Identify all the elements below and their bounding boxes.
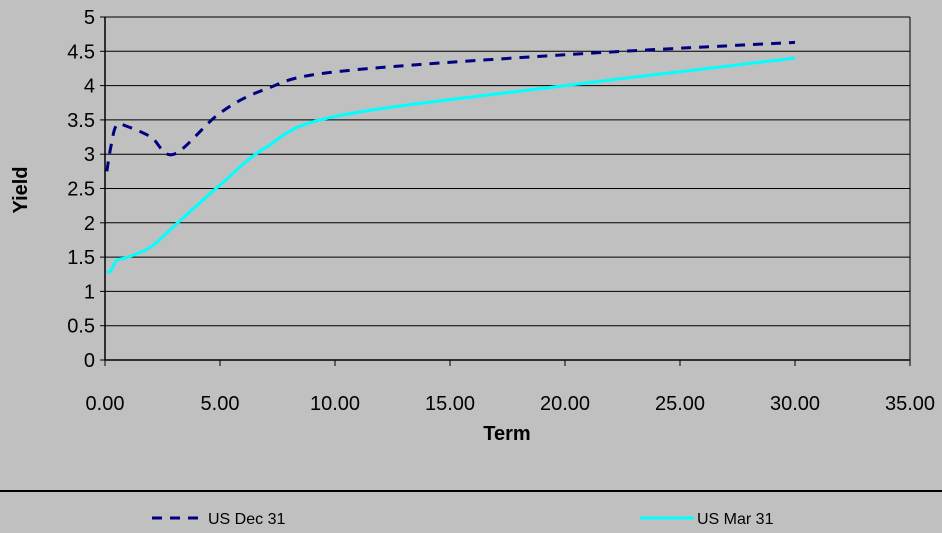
x-axis-title: Term — [483, 423, 530, 445]
x-tick-label: 5.00 — [201, 393, 240, 415]
x-tick-label: 35.00 — [885, 393, 935, 415]
y-tick-label: 4.5 — [67, 41, 95, 63]
legend: US Dec 31 US Mar 31 — [152, 511, 774, 528]
series-line-us-mar-31 — [106, 56, 796, 274]
x-tick-label: 15.00 — [425, 393, 475, 415]
series-lines — [105, 40, 796, 274]
y-tick-label: 4 — [84, 76, 95, 98]
y-tick-label: 3.5 — [67, 110, 95, 132]
x-tick-label: 0.00 — [86, 393, 125, 415]
axes — [104, 17, 911, 361]
y-tick-label: 0 — [84, 350, 95, 372]
y-tick-label: 3 — [84, 144, 95, 166]
x-tick-label: 25.00 — [655, 393, 705, 415]
y-tick-label: 1.5 — [67, 247, 95, 269]
y-tick-labels: 0 0.5 1 1.5 2 2.5 3 3.5 4 4.5 5 — [67, 7, 95, 372]
y-axis-title: Yield — [10, 166, 32, 213]
y-tick-label: 2.5 — [67, 179, 95, 201]
y-tick-label: 5 — [84, 7, 95, 29]
series-line-us-dec-31 — [105, 40, 796, 172]
legend-label-us-dec-31: US Dec 31 — [208, 511, 285, 528]
y-tick-label: 2 — [84, 213, 95, 235]
x-tick-label: 10.00 — [310, 393, 360, 415]
legend-label-us-mar-31: US Mar 31 — [697, 511, 774, 528]
x-tick-labels: 0.00 5.00 10.00 15.00 20.00 25.00 30.00 35.00 — [86, 393, 936, 415]
gridlines — [100, 16, 911, 366]
y-tick-label: 1 — [84, 281, 95, 303]
y-tick-label: 0.5 — [67, 316, 95, 338]
x-tick-label: 20.00 — [540, 393, 590, 415]
x-tick-label: 30.00 — [770, 393, 820, 415]
